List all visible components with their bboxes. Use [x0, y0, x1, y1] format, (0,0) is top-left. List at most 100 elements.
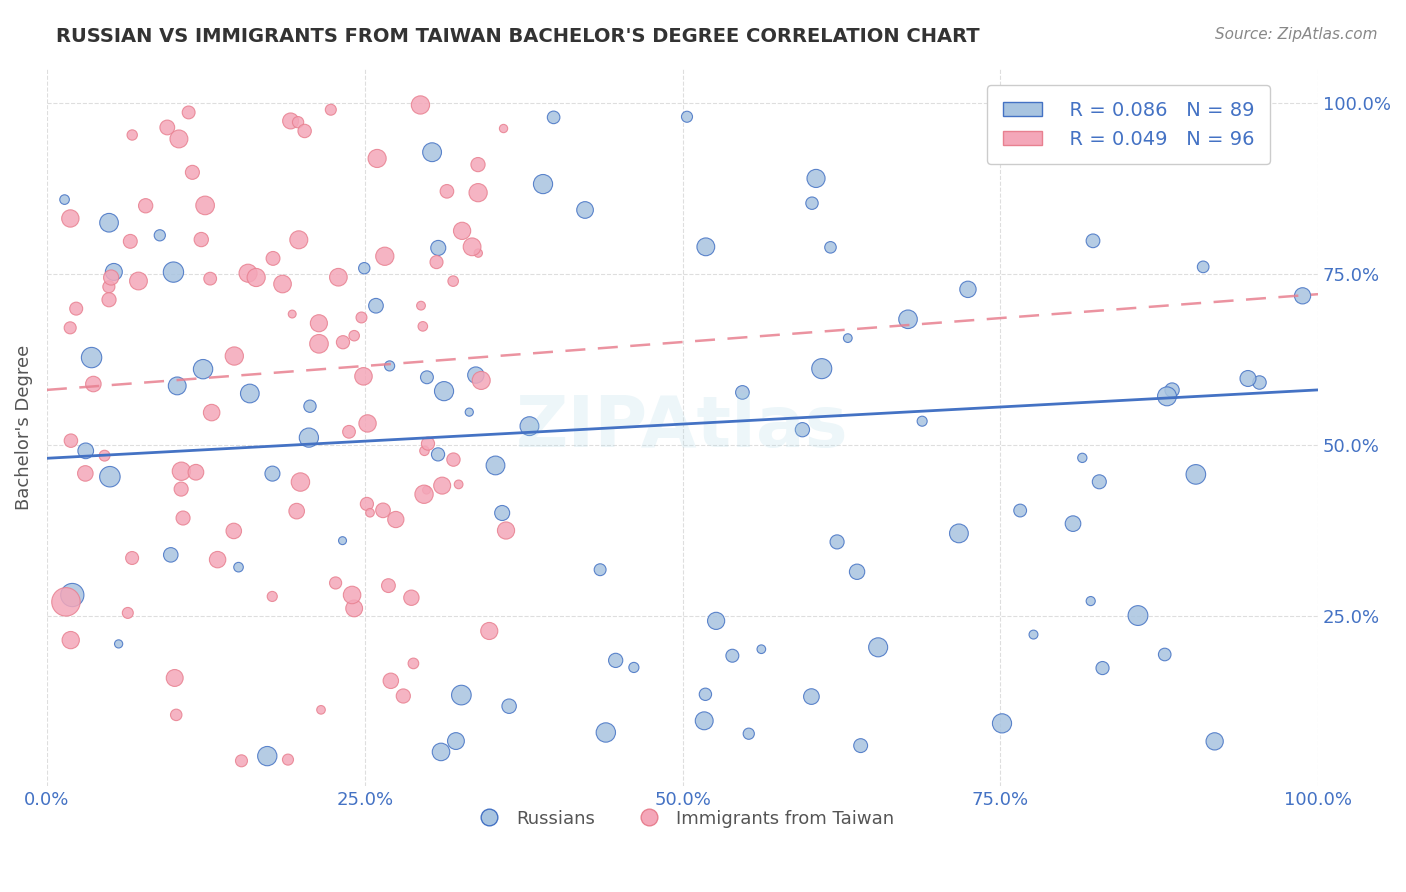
- Point: [350, 310, 373, 325]
- Point: [100, 270, 122, 285]
- Point: [371, 503, 394, 517]
- Point: [121, 551, 143, 566]
- Point: [53, 193, 76, 207]
- Point: [98, 469, 121, 483]
- Point: [484, 458, 506, 473]
- Point: [868, 640, 890, 655]
- Point: [478, 624, 501, 638]
- Point: [1126, 608, 1149, 623]
- Point: [693, 714, 716, 728]
- Point: [228, 560, 250, 574]
- Point: [1022, 627, 1045, 641]
- Point: [222, 524, 245, 538]
- Point: [127, 274, 149, 288]
- Point: [444, 734, 467, 748]
- Point: [467, 158, 489, 172]
- Point: [281, 307, 304, 321]
- Point: [290, 475, 312, 489]
- Point: [75, 467, 97, 481]
- Point: [1161, 383, 1184, 397]
- Point: [172, 511, 194, 525]
- Point: [378, 359, 401, 373]
- Point: [574, 202, 596, 217]
- Point: [353, 369, 375, 384]
- Point: [415, 483, 437, 497]
- Point: [430, 478, 453, 492]
- Point: [589, 563, 612, 577]
- Point: [231, 754, 253, 768]
- Point: [224, 349, 246, 363]
- Point: [911, 414, 934, 428]
- Point: [82, 377, 104, 392]
- Point: [1010, 503, 1032, 517]
- Point: [491, 506, 513, 520]
- Point: [392, 689, 415, 703]
- Point: [998, 147, 1021, 161]
- Point: [309, 703, 332, 717]
- Point: [461, 240, 484, 254]
- Point: [492, 121, 515, 136]
- Point: [298, 431, 321, 445]
- Point: [59, 434, 82, 448]
- Point: [294, 124, 316, 138]
- Point: [191, 362, 214, 376]
- Point: [239, 386, 262, 401]
- Point: [495, 524, 517, 538]
- Point: [749, 642, 772, 657]
- Point: [810, 361, 832, 376]
- Point: [420, 145, 443, 160]
- Point: [65, 301, 87, 316]
- Point: [117, 606, 139, 620]
- Point: [170, 464, 193, 478]
- Point: [75, 443, 97, 458]
- Point: [298, 399, 321, 413]
- Point: [1192, 260, 1215, 274]
- Point: [1185, 467, 1208, 482]
- Point: [377, 579, 399, 593]
- Point: [443, 452, 465, 467]
- Point: [704, 614, 727, 628]
- Point: [156, 120, 179, 135]
- Point: [433, 384, 456, 399]
- Point: [1080, 594, 1102, 608]
- Point: [837, 331, 859, 345]
- Point: [498, 699, 520, 714]
- Point: [107, 637, 129, 651]
- Text: Source: ZipAtlas.com: Source: ZipAtlas.com: [1215, 27, 1378, 42]
- Point: [800, 690, 823, 704]
- Point: [256, 749, 278, 764]
- Point: [1237, 371, 1260, 385]
- Point: [288, 233, 311, 247]
- Point: [98, 293, 121, 307]
- Point: [374, 249, 396, 263]
- Point: [285, 504, 308, 518]
- Point: [605, 653, 627, 667]
- Point: [325, 576, 347, 591]
- Point: [409, 299, 432, 313]
- Point: [1091, 661, 1114, 675]
- Point: [458, 405, 481, 419]
- Point: [271, 277, 294, 291]
- Point: [165, 707, 187, 722]
- Y-axis label: Bachelor's Degree: Bachelor's Degree: [15, 345, 32, 510]
- Point: [531, 177, 554, 191]
- Point: [1081, 234, 1104, 248]
- Point: [120, 235, 142, 249]
- Point: [441, 274, 464, 288]
- Point: [595, 725, 617, 739]
- Point: [198, 271, 221, 285]
- Point: [1062, 516, 1084, 531]
- Point: [519, 419, 541, 434]
- Point: [337, 425, 360, 439]
- Text: ZIPAtlas: ZIPAtlas: [516, 393, 849, 462]
- Point: [1153, 648, 1175, 662]
- Point: [380, 673, 402, 688]
- Point: [401, 591, 423, 605]
- Point: [319, 103, 342, 117]
- Point: [98, 216, 121, 230]
- Point: [163, 671, 186, 685]
- Point: [103, 265, 125, 279]
- Point: [427, 241, 450, 255]
- Point: [451, 224, 474, 238]
- Point: [332, 335, 354, 350]
